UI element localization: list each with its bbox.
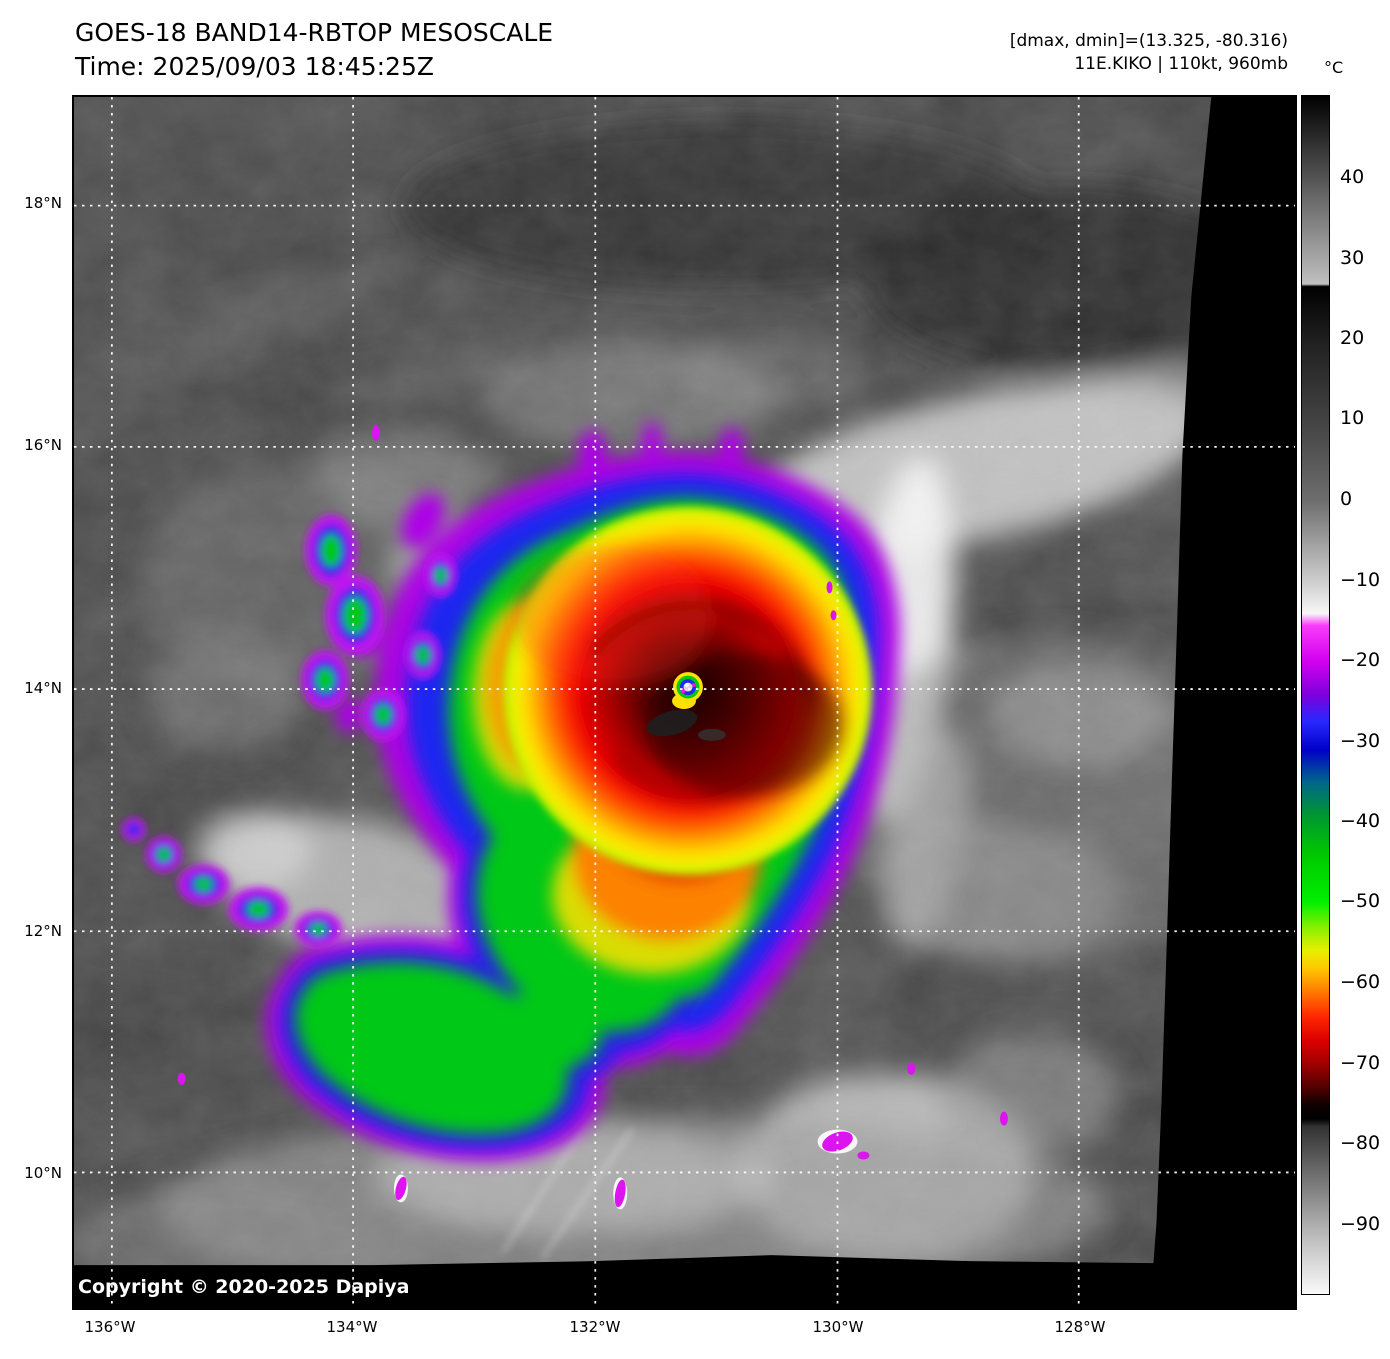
colorbar-tick-label: −50 [1340, 890, 1381, 913]
colorbar-tick-label: −60 [1340, 971, 1381, 993]
lon-tick-label: 136°W [84, 1318, 136, 1336]
colorbar-tick-label: −30 [1340, 729, 1381, 752]
colorbar-tick-label: 10 [1340, 407, 1365, 430]
annotation-block: [dmax, dmin]=(13.325, -80.316) 11E.KIKO |… [1010, 30, 1288, 76]
lon-tick-label: 134°W [326, 1318, 378, 1336]
time-label: Time: 2025/09/03 18:45:25Z [75, 52, 434, 81]
satellite-map [72, 95, 1297, 1310]
storm-info-label: 11E.KIKO | 110kt, 960mb [1074, 54, 1288, 74]
graticule-overlay [74, 97, 1295, 1308]
product-title: GOES-18 BAND14-RBTOP MESOSCALE [75, 18, 554, 47]
lat-tick-label: 14°N [24, 679, 62, 697]
colorbar-tick-label: 0 [1340, 488, 1353, 510]
hurricane-image [74, 97, 1295, 1308]
dmax-dmin-label: [dmax, dmin]=(13.325, -80.316) [1009, 31, 1288, 51]
colorbar [1301, 95, 1330, 1295]
lat-tick-label: 10°N [24, 1164, 62, 1182]
lat-tick-label: 18°N [24, 194, 62, 212]
lat-tick-label: 12°N [24, 922, 62, 940]
colorbar-tick-label: −80 [1340, 1132, 1381, 1155]
colorbar-unit-label: °C [1324, 58, 1344, 77]
colorbar-tick-label: −70 [1340, 1051, 1381, 1074]
colorbar-tick-label: 20 [1340, 326, 1365, 349]
colorbar-tick-label: 40 [1340, 166, 1365, 189]
lon-tick-label: 132°W [569, 1318, 621, 1336]
colorbar-tick-label: −20 [1340, 649, 1381, 672]
colorbar-tick-label: −10 [1340, 568, 1381, 591]
colorbar-tick-label: −40 [1340, 809, 1381, 832]
lon-tick-label: 130°W [812, 1318, 864, 1336]
lat-tick-label: 16°N [24, 436, 62, 454]
lon-tick-label: 128°W [1054, 1318, 1106, 1336]
copyright-label: Copyright © 2020-2025 Dapiya [78, 1276, 410, 1298]
colorbar-tick-label: 30 [1340, 246, 1365, 269]
colorbar-tick-label: −90 [1340, 1212, 1381, 1235]
page-title: GOES-18 BAND14-RBTOP MESOSCALE Time: 2025… [75, 16, 553, 84]
no-data-region [74, 97, 1295, 1308]
